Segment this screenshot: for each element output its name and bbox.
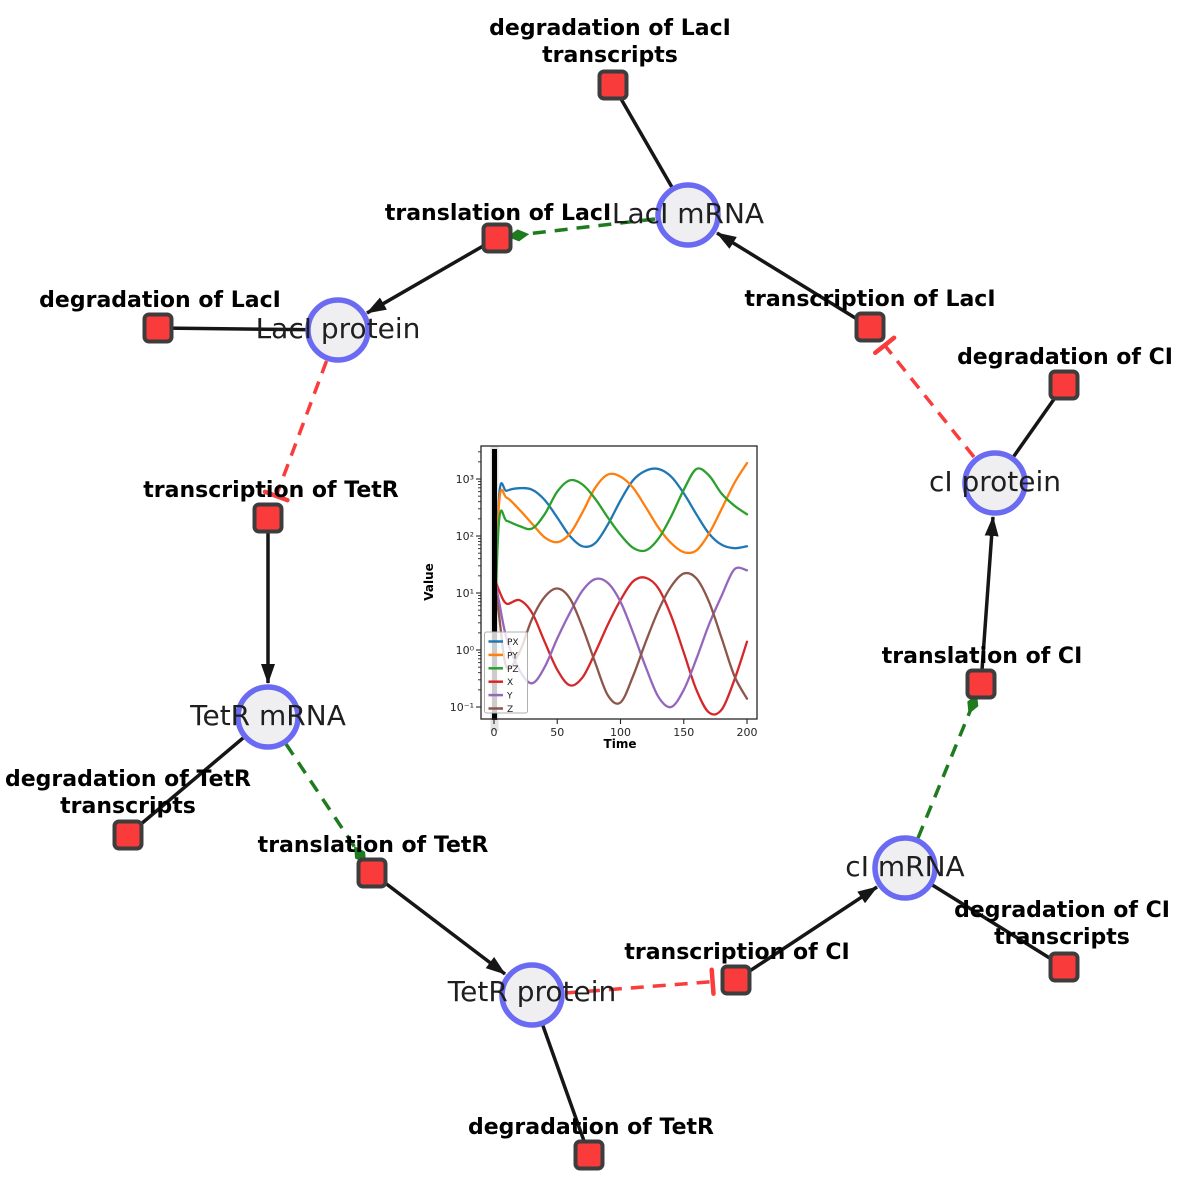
x-tick-label: 150 — [673, 726, 694, 739]
y-axis-label: Value — [422, 563, 436, 601]
edge-ci-protein-inhibits-transcription-laci — [883, 344, 976, 459]
node-degradation-ci-transcripts[interactable] — [1048, 951, 1080, 983]
node-transcription-laci[interactable] — [854, 311, 886, 343]
label-laci-protein: LacI protein — [256, 312, 421, 345]
series-PY — [492, 461, 749, 652]
label-transcription-ci: transcription of CI — [624, 940, 849, 965]
node-degradation-tetr[interactable] — [573, 1139, 605, 1171]
y-tick-label: 10³ — [456, 473, 474, 486]
label-translation-laci: translation of LacI — [385, 201, 611, 226]
tee-inhibition-transcription-tetr — [262, 489, 290, 503]
label-degradation-ci-transcripts-2: transcripts — [994, 925, 1130, 950]
label-transcription-laci: transcription of LacI — [744, 287, 995, 312]
label-degradation-laci-transcripts-2: transcripts — [542, 43, 678, 68]
edge-transcription-laci-to-laci-mrna — [716, 231, 871, 329]
label-degradation-tetr-transcripts-2: transcripts — [60, 794, 196, 819]
node-translation-ci[interactable] — [965, 668, 997, 700]
label-degradation-tetr-transcripts-1: degradation of TetR — [5, 767, 251, 792]
plot-frame — [480, 445, 758, 720]
label-tetr-protein: TetR protein — [447, 975, 616, 1008]
label-ci-mrna: cI mRNA — [845, 850, 964, 883]
label-degradation-laci: degradation of LacI — [39, 288, 281, 313]
x-tick-label: 100 — [610, 726, 631, 739]
node-transcription-tetr[interactable] — [252, 502, 284, 534]
label-tetr-mrna: TetR mRNA — [189, 699, 346, 732]
y-tick-label: 10¹ — [456, 587, 474, 600]
label-ci-protein: cI protein — [929, 465, 1061, 498]
series-PZ — [492, 467, 749, 652]
node-laci-protein[interactable] — [305, 297, 371, 363]
series-X — [492, 574, 749, 716]
legend-label-PY: PY — [507, 651, 518, 661]
node-ci-protein[interactable] — [962, 450, 1028, 516]
edge-laci-mrna-to-translation — [517, 217, 656, 237]
node-translation-tetr[interactable] — [356, 857, 388, 889]
x-tick-label: 200 — [737, 726, 758, 739]
node-tetr-mrna[interactable] — [235, 684, 301, 750]
y-tick-label: 10⁻¹ — [450, 701, 474, 714]
legend-box — [484, 631, 528, 714]
diamond-arrow-laci-translation — [507, 229, 530, 242]
edge-ci-mrna-to-translation — [916, 703, 975, 839]
legend-label-Y: Y — [506, 692, 513, 702]
label-degradation-tetr: degradation of TetR — [468, 1115, 714, 1140]
edge-translation-ci-to-ci-protein — [979, 516, 999, 685]
node-degradation-laci-transcripts[interactable] — [597, 69, 629, 101]
edge-tetr-mrna-to-translation — [284, 743, 362, 856]
y-tick-label: 10² — [456, 530, 474, 543]
x-tick-label: 50 — [550, 726, 564, 739]
node-degradation-tetr-transcripts[interactable] — [112, 819, 144, 851]
edge-translation-tetr-to-tetr-protein — [370, 871, 507, 976]
inset-plot: 0 50 100 150 200 10⁻¹ 10⁰ 10¹ 10² 10³ Time Value PX P… — [422, 445, 758, 751]
edge-tetr-protein-inhibits-transcription-ci — [564, 979, 713, 995]
node-degradation-laci[interactable] — [142, 312, 174, 344]
label-laci-mrna: LacI mRNA — [612, 197, 764, 230]
edge-translation-laci-to-laci-protein — [366, 236, 498, 315]
legend-label-PX: PX — [507, 638, 519, 648]
x-axis-label: Time — [604, 737, 637, 751]
label-translation-ci: translation of CI — [882, 644, 1083, 669]
edge-transcription-ci-to-ci-mrna — [735, 885, 878, 982]
label-degradation-ci-transcripts-1: degradation of CI — [954, 898, 1170, 923]
tee-inhibition-transcription-ci — [709, 967, 716, 996]
x-tick-label: 0 — [491, 726, 498, 739]
node-degradation-ci[interactable] — [1048, 369, 1080, 401]
label-degradation-laci-transcripts-1: degradation of LacI — [489, 16, 731, 41]
node-laci-mrna[interactable] — [655, 182, 721, 248]
legend-label-PZ: PZ — [507, 665, 519, 675]
label-degradation-ci: degradation of CI — [957, 345, 1173, 370]
legend-label-Z: Z — [507, 705, 513, 715]
label-transcription-tetr: transcription of TetR — [143, 478, 399, 503]
y-tick-label: 10⁰ — [456, 644, 475, 657]
tee-inhibition-transcription-laci — [873, 335, 897, 356]
node-translation-laci[interactable] — [481, 222, 513, 254]
label-translation-tetr: translation of TetR — [258, 833, 489, 858]
node-transcription-ci[interactable] — [720, 964, 752, 996]
edge-laci-protein-inhibits-transcription-tetr — [274, 360, 329, 497]
legend-label-X: X — [507, 678, 513, 688]
node-ci-mrna[interactable] — [872, 835, 938, 901]
node-tetr-protein[interactable] — [499, 962, 565, 1028]
